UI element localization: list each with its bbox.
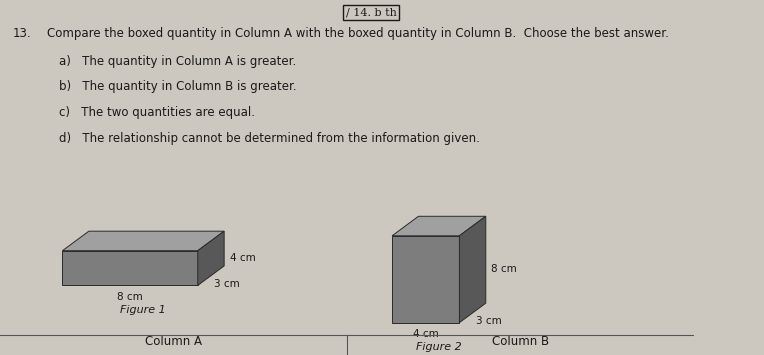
Text: 8 cm: 8 cm [117,292,143,302]
Text: 13.: 13. [12,27,31,40]
Text: 4 cm: 4 cm [413,329,439,339]
Text: Column B: Column B [492,335,549,348]
Text: b)   The quantity in Column B is greater.: b) The quantity in Column B is greater. [59,81,296,93]
Polygon shape [392,216,486,236]
Text: 4 cm: 4 cm [230,253,255,263]
Polygon shape [198,231,224,285]
Polygon shape [63,251,198,285]
Text: Figure 2: Figure 2 [416,342,461,352]
Text: Column A: Column A [145,335,202,348]
Polygon shape [392,236,459,323]
Text: 8 cm: 8 cm [491,264,517,274]
Text: Compare the boxed quantity in Column A with the boxed quantity in Column B.  Cho: Compare the boxed quantity in Column A w… [47,27,669,40]
Text: c)   The two quantities are equal.: c) The two quantities are equal. [59,106,255,119]
Text: Figure 1: Figure 1 [121,305,167,315]
Text: 3 cm: 3 cm [215,279,240,289]
Text: d)   The relationship cannot be determined from the information given.: d) The relationship cannot be determined… [59,132,480,144]
Polygon shape [63,231,224,251]
Polygon shape [459,216,486,323]
Text: / 14. b th: / 14. b th [346,7,397,17]
Text: 3 cm: 3 cm [476,316,502,326]
Text: a)   The quantity in Column A is greater.: a) The quantity in Column A is greater. [59,55,296,68]
